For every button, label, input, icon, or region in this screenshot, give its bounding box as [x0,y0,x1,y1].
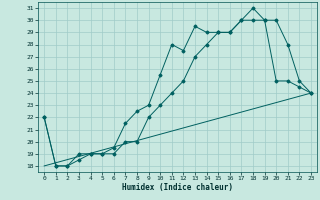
X-axis label: Humidex (Indice chaleur): Humidex (Indice chaleur) [122,183,233,192]
